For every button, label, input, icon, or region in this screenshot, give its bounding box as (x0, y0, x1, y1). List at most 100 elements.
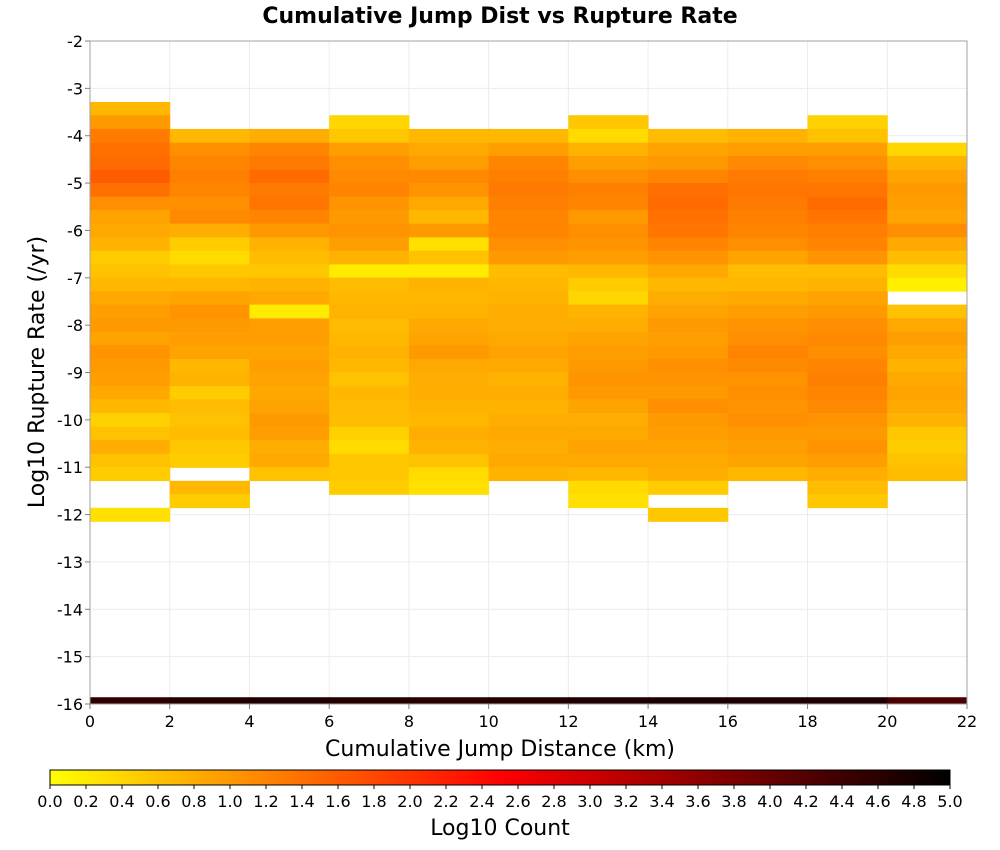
heatmap-cell (807, 372, 888, 387)
heatmap-cell (648, 169, 729, 184)
heatmap-cell (648, 697, 729, 704)
heatmap-cell (329, 372, 410, 387)
heatmap-cell (807, 426, 888, 441)
heatmap-cell (408, 142, 490, 157)
x-tick-label: 6 (324, 712, 334, 731)
y-tick-label: -9 (67, 364, 83, 383)
heatmap-cell (807, 332, 888, 347)
heatmap-cell (488, 142, 569, 157)
heatmap-cell (887, 223, 968, 238)
heatmap-cell (169, 196, 250, 211)
colorbar-tick-label: 2.4 (469, 792, 494, 811)
y-tick-label: -15 (57, 648, 83, 667)
heatmap-cell (727, 426, 809, 441)
heatmap-cell (488, 128, 569, 143)
heatmap-cell (887, 345, 968, 360)
heatmap-cell (568, 304, 649, 319)
x-tick-label: 14 (638, 712, 658, 731)
heatmap-cell (887, 250, 968, 265)
colorbar-tick-label: 1.8 (361, 792, 386, 811)
heatmap-cell (727, 413, 809, 428)
heatmap-cell (408, 332, 490, 347)
heatmap-cell (648, 223, 729, 238)
heatmap-cell (249, 182, 330, 197)
heatmap-cell (727, 440, 809, 455)
heatmap-cell (727, 291, 809, 306)
heatmap-cell (90, 359, 171, 374)
heatmap-cell (408, 345, 490, 360)
heatmap-cell (568, 426, 649, 441)
heatmap-cell (169, 494, 250, 509)
heatmap-cell (648, 453, 729, 468)
heatmap-cell (90, 264, 171, 279)
colorbar-tick-label: 4.0 (757, 792, 782, 811)
heatmap-cell (568, 250, 649, 265)
heatmap-cell (807, 196, 888, 211)
heatmap-cell (488, 467, 569, 482)
heatmap-cell (90, 291, 171, 306)
heatmap-cell (329, 386, 410, 401)
heatmap-cell (727, 372, 809, 387)
heatmap-cell (169, 453, 250, 468)
heatmap-cell (488, 169, 569, 184)
heatmap-cell (169, 372, 250, 387)
heatmap-cell (329, 115, 410, 130)
heatmap-cell (887, 264, 968, 279)
heatmap-cell (329, 291, 410, 306)
heatmap-cell (807, 115, 888, 130)
heatmap-cell (807, 359, 888, 374)
heatmap-cell (887, 209, 968, 224)
heatmap-cell (727, 237, 809, 252)
heatmap-cell (727, 277, 809, 292)
heatmap-cell (408, 413, 490, 428)
heatmap-cell (568, 386, 649, 401)
heatmap-cell (568, 480, 649, 495)
heatmap-cell (488, 697, 569, 704)
heatmap-cell (329, 304, 410, 319)
heatmap-cell (807, 399, 888, 414)
heatmap-cell (488, 372, 569, 387)
colorbar-tick-label: 1.0 (217, 792, 242, 811)
heatmap-cell (329, 237, 410, 252)
colorbar (49, 769, 951, 786)
heatmap-cell (727, 250, 809, 265)
heatmap-cell (488, 250, 569, 265)
heatmap-cell (727, 345, 809, 360)
heatmap-cell (887, 372, 968, 387)
heatmap-cell (807, 453, 888, 468)
heatmap-cell (329, 440, 410, 455)
heatmap-cell (807, 128, 888, 143)
heatmap-cell (807, 345, 888, 360)
heatmap-cell (249, 453, 330, 468)
heatmap-cell (488, 332, 569, 347)
x-tick-label: 2 (165, 712, 175, 731)
heatmap-cell (169, 264, 250, 279)
heatmap-cell (568, 182, 649, 197)
heatmap-cell (488, 386, 569, 401)
y-axis-ticks: -2 -3 -4 -5 -6 -7 -8 -9 -10 -11 -12 -13 -14 -15 -16 (57, 32, 90, 714)
heatmap-cell (90, 345, 171, 360)
colorbar-tick-label: 3.6 (685, 792, 710, 811)
heatmap-cell (90, 697, 171, 704)
heatmap-cell (648, 480, 729, 495)
heatmap-cell (329, 413, 410, 428)
heatmap-cell (329, 697, 410, 704)
colorbar-tick-label: 0.6 (145, 792, 170, 811)
heatmap-cell (408, 386, 490, 401)
heatmap-cell (249, 399, 330, 414)
heatmap-cell (648, 250, 729, 265)
y-tick-label: -4 (67, 127, 83, 146)
heatmap-cell (408, 291, 490, 306)
heatmap-cell (169, 209, 250, 224)
heatmap-cell (727, 399, 809, 414)
heatmap-cell (249, 264, 330, 279)
heatmap-cell (169, 128, 250, 143)
heatmap-cell (169, 277, 250, 292)
heatmap-cell (169, 413, 250, 428)
heatmap-cell (568, 277, 649, 292)
heatmap-cell (568, 440, 649, 455)
heatmap-cell (329, 142, 410, 157)
heatmap-cell (568, 318, 649, 333)
heatmap-cell (568, 332, 649, 347)
heatmap-cell (329, 209, 410, 224)
